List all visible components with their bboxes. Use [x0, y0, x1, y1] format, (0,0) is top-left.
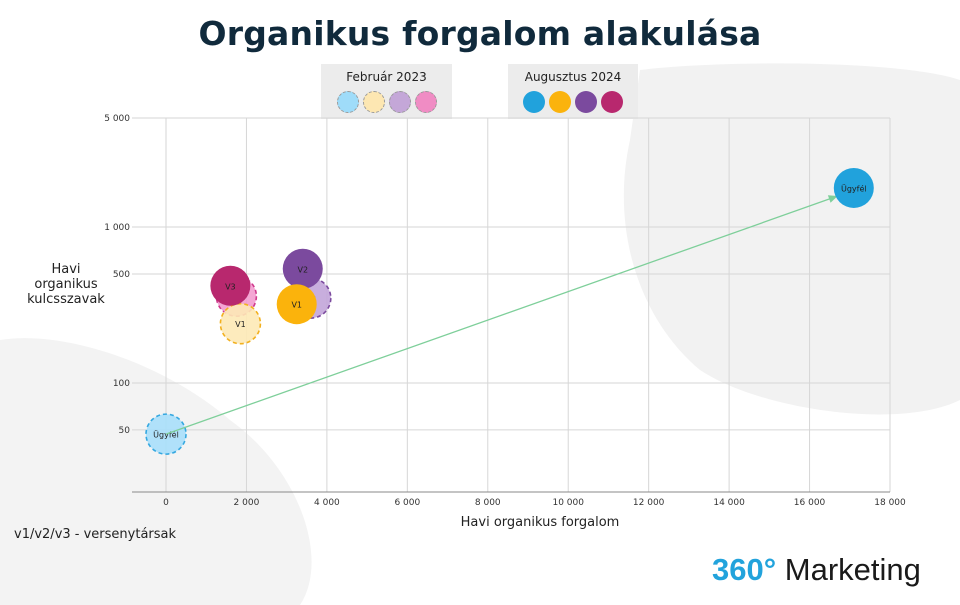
data-point-label: V2	[297, 265, 308, 274]
legend-swatch	[575, 91, 597, 113]
legend-swatch	[336, 91, 359, 113]
legend-swatch	[414, 91, 437, 113]
data-point-label: V3	[225, 282, 236, 291]
x-tick-label: 14 000	[713, 498, 745, 508]
brand-name: Marketing	[784, 552, 921, 587]
brand-logo: 360° Marketing	[712, 552, 921, 588]
x-tick-label: 6 000	[394, 498, 420, 508]
x-tick-label: 8 000	[475, 498, 501, 508]
legend-swatch	[549, 91, 571, 113]
legend-swatch	[388, 91, 411, 113]
y-tick-label: 1 000	[104, 223, 130, 233]
competitors-note: v1/v2/v3 - versenytársak	[14, 527, 177, 542]
legend-swatch	[523, 91, 545, 113]
legend-aug-2024: Augusztus 2024	[508, 64, 638, 119]
legend-swatches-aug-2024	[508, 91, 638, 113]
y-tick-label: 5 000	[104, 114, 130, 124]
data-point	[276, 284, 317, 325]
legend-label-feb-2023: Február 2023	[346, 70, 427, 84]
data-point-label: V1	[235, 320, 246, 329]
x-tick-label: 12 000	[633, 498, 665, 508]
data-point	[282, 248, 323, 289]
y-tick-label: 100	[113, 379, 130, 389]
legend-swatch	[362, 91, 385, 113]
x-tick-label: 10 000	[552, 498, 584, 508]
data-point	[219, 302, 262, 345]
x-tick-label: 4 000	[314, 498, 340, 508]
y-tick-label: 500	[113, 270, 130, 280]
data-point-label: Ügyfél	[841, 183, 867, 193]
y-axis-label: Havi organikus kulcsszavak	[27, 262, 105, 307]
growth-arrow	[165, 195, 838, 435]
data-point	[833, 167, 874, 208]
x-tick-label: 2 000	[234, 498, 260, 508]
y-tick-label: 50	[119, 426, 131, 436]
legend-swatches-feb-2023	[321, 91, 452, 113]
data-point	[210, 265, 251, 306]
chart-title: Organikus forgalom alakulása	[198, 14, 762, 53]
brand-number: 360°	[712, 552, 777, 587]
legend-label-aug-2024: Augusztus 2024	[524, 70, 622, 84]
legend-feb-2023: Február 2023	[321, 64, 452, 119]
x-axis-label: Havi organikus forgalom	[460, 515, 620, 530]
x-tick-label: 0	[163, 498, 169, 508]
data-point-label: V1	[291, 301, 302, 310]
legend-swatch	[601, 91, 623, 113]
x-tick-label: 18 000	[874, 498, 906, 508]
data-point-label: Ügyfél	[153, 430, 179, 440]
x-tick-label: 16 000	[794, 498, 826, 508]
growth-arrow-head	[827, 195, 838, 203]
